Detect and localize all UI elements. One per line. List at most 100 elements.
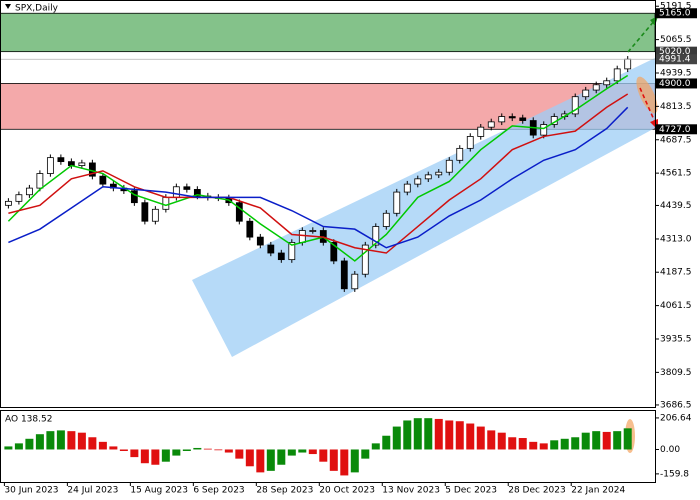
level-box — [656, 124, 697, 135]
x-tick-label: 24 Jul 2023 — [67, 486, 118, 496]
ao-bar — [245, 449, 254, 467]
candle-body — [99, 175, 107, 185]
ao-bar — [319, 449, 328, 462]
y-tick-label: 4313.0 — [660, 234, 692, 244]
candle-body — [361, 244, 369, 275]
title-icon — [5, 4, 11, 9]
ao-bar — [56, 430, 65, 450]
plot — [0, 56, 655, 292]
down-arrow — [639, 87, 656, 123]
ao-bar — [539, 443, 548, 450]
ao-bar — [497, 432, 506, 450]
ao-bar — [550, 440, 559, 450]
candle-body — [403, 183, 411, 193]
candle-body — [46, 157, 54, 174]
candle-body — [382, 212, 390, 227]
candle-body — [540, 124, 548, 136]
candle-body — [130, 190, 138, 204]
candle-body — [466, 136, 474, 149]
highlight — [636, 76, 658, 114]
indicator-label: AO 138.52 — [5, 415, 52, 425]
ao-bar — [581, 432, 590, 450]
x-tick-label: 28 Dec 2023 — [508, 486, 566, 496]
ao-bar — [371, 443, 380, 450]
ao-bar — [508, 437, 517, 450]
ao-bar — [455, 421, 464, 450]
candle-body — [571, 96, 579, 115]
y-tick-label: 3935.5 — [660, 334, 692, 344]
ao-bar — [361, 449, 370, 459]
candle-body — [445, 159, 453, 173]
ao-bar — [350, 449, 359, 473]
ao-bar — [67, 431, 76, 450]
candle-body — [256, 236, 264, 246]
candle-body — [624, 58, 632, 70]
ao-bar — [46, 431, 55, 450]
candle-body — [424, 174, 432, 180]
y-tick-label: 4187.5 — [660, 268, 692, 278]
x-tick-label: 20 Oct 2023 — [319, 486, 375, 496]
indicator-tick-label: 206.64 — [660, 413, 692, 423]
candle-body — [603, 80, 611, 86]
main-frame — [0, 0, 656, 408]
ao-bar — [466, 423, 475, 450]
candle-body — [592, 84, 600, 91]
last-price-label: 4991.4 — [659, 55, 691, 65]
ao-bar — [172, 449, 181, 456]
ao-bar — [445, 420, 454, 450]
y-tick-label: 5191.5 — [660, 2, 692, 12]
ao-bar — [182, 449, 191, 452]
x-tick-label: 6 Sep 2023 — [193, 486, 244, 496]
ao-bar — [308, 449, 317, 455]
candle-body — [435, 171, 443, 176]
ao-bar — [25, 438, 34, 450]
level-box — [656, 8, 697, 19]
level-box — [656, 78, 697, 89]
x-tick-label: 5 Dec 2023 — [445, 486, 497, 496]
indicator-tick-label: -159.8 — [660, 469, 689, 479]
level-label: 5020.0 — [659, 47, 691, 57]
ao-bar — [193, 447, 202, 450]
ao-bar — [529, 441, 538, 450]
y-tick-label: 4939.5 — [660, 68, 692, 78]
candle-body — [330, 242, 338, 262]
ao-bar — [487, 430, 496, 450]
moving-average — [8, 106, 629, 249]
last-price-box — [656, 54, 697, 65]
y-tick-label: 3809.5 — [660, 368, 692, 378]
candle-body — [267, 244, 275, 254]
ao-bar — [151, 449, 160, 465]
x-tick-label: 22 Jan 2024 — [571, 486, 625, 496]
ao-bar — [130, 449, 139, 458]
ao-bar — [602, 431, 611, 450]
candle-body — [414, 178, 422, 185]
ao-bar — [277, 449, 286, 465]
candle-body — [508, 116, 516, 119]
candle-body — [25, 187, 33, 196]
y-tick-label: 4439.5 — [660, 201, 692, 211]
y-tick-label: 5065.5 — [660, 35, 692, 45]
candle-body — [351, 273, 359, 290]
ao-bar — [266, 449, 275, 471]
price-channel — [192, 58, 655, 357]
ao-bar — [119, 449, 128, 452]
candle-body — [519, 117, 527, 121]
candle-body — [393, 191, 401, 214]
y-tick-label: 3686.5 — [660, 400, 692, 410]
ao-bar — [98, 441, 107, 450]
candle-body — [340, 260, 348, 290]
ao-bar — [571, 437, 580, 450]
ao-bar — [434, 418, 443, 450]
ao-bar — [14, 443, 23, 450]
candle-body — [36, 173, 44, 189]
y-tick-label: 4687.5 — [660, 135, 692, 145]
candle-body — [151, 208, 159, 222]
candle-body — [582, 89, 590, 98]
candle-body — [487, 121, 495, 128]
ao-bar — [392, 426, 401, 450]
ao-bar — [623, 428, 632, 450]
candle-body — [288, 242, 296, 261]
ao-bar — [298, 449, 307, 453]
indicator-tick-label: 0.00 — [660, 445, 680, 455]
